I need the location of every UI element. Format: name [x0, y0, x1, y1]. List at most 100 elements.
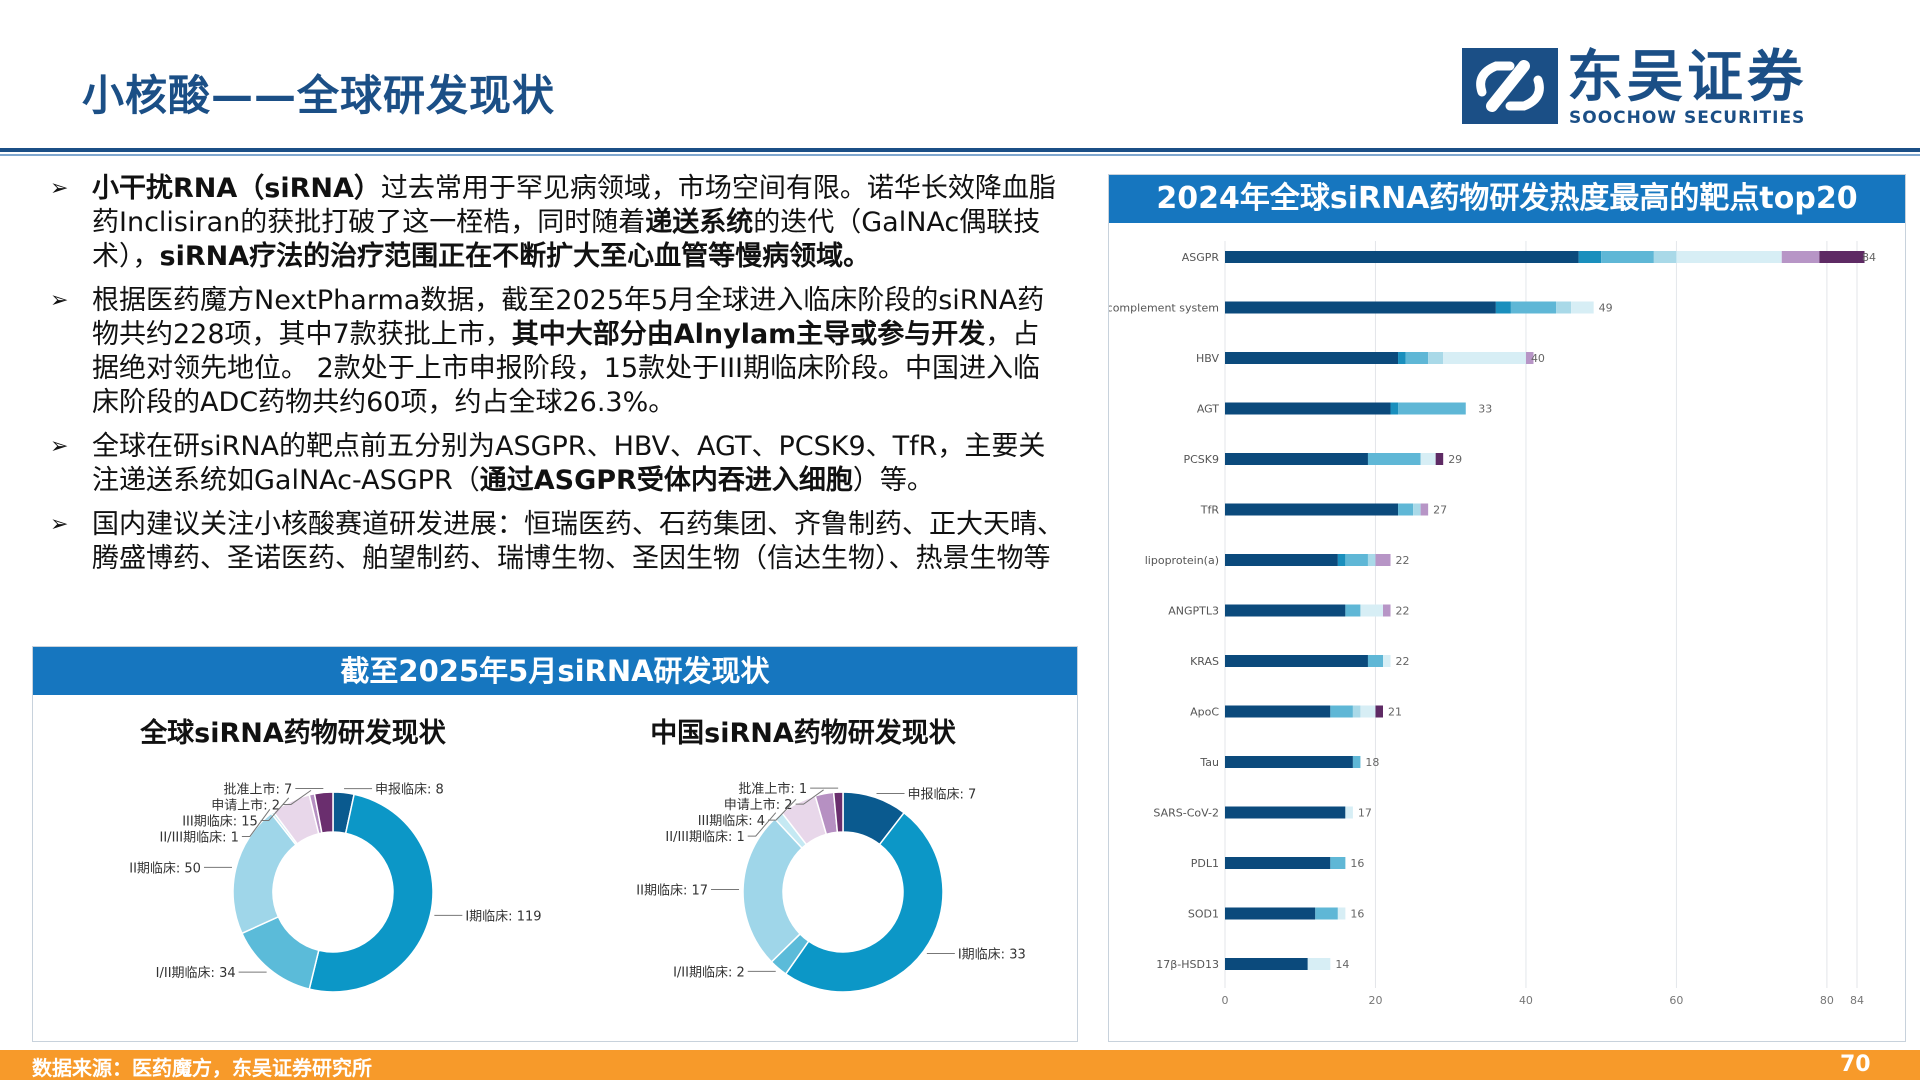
donut-slice-label: I期临床: 33: [958, 948, 1026, 963]
bar-segment: [1375, 705, 1383, 718]
donut-slice: [832, 791, 844, 834]
bar-segment: [1225, 806, 1346, 819]
page-number: 70: [1840, 1052, 1871, 1077]
bar-total-label: 40: [1531, 352, 1545, 365]
bar-total-label: 33: [1478, 403, 1492, 416]
bullet-text: 根据医药魔方NextPharma数据，截至2025年5月全球进入临床阶段的siR…: [92, 285, 1045, 350]
bar-total-label: 27: [1433, 504, 1447, 517]
bar-segment: [1398, 503, 1414, 516]
bar-segment: [1375, 554, 1391, 566]
bullet-arrow-icon: ➢: [50, 512, 69, 537]
category-label: PDL1: [1191, 857, 1219, 870]
china-donut-title: 中国siRNA药物研发现状: [650, 718, 956, 749]
bar-total-label: 16: [1350, 908, 1364, 921]
bar-segment: [1225, 352, 1399, 364]
bar-segment: [1225, 655, 1368, 667]
category-label: ApoC: [1190, 706, 1219, 719]
category-label: TfR: [1200, 504, 1220, 517]
bar-segment: [1352, 756, 1361, 768]
bar-total-label: 22: [1396, 655, 1410, 668]
x-tick-label: 84: [1850, 994, 1864, 1007]
bar-total-label: 22: [1396, 554, 1410, 567]
bar-segment: [1495, 301, 1511, 314]
category-label: PCSK9: [1183, 453, 1219, 466]
bullet-text: 的迭代（GalNAc偶联技术），: [92, 207, 1041, 272]
footer-source: 数据来源：医药魔方，东吴证券研究所: [32, 1056, 372, 1080]
bullet-text: ，占据绝对领先地位。 2款处于上市申报阶段，15款处于III期临床阶段。中国进入…: [92, 319, 1041, 418]
bar-total-label: 16: [1350, 857, 1364, 870]
bar-segment: [1413, 503, 1421, 516]
bullet-text: 国内建议关注小核酸赛道研发进展：恒瑞医药、石药集团、齐鲁制药、正大天晴、腾盛博药…: [92, 509, 1064, 574]
bar-segment: [1225, 705, 1331, 718]
bar-segment: [1398, 402, 1466, 415]
category-label: KRAS: [1190, 655, 1219, 668]
footer-bar: [0, 1050, 1920, 1080]
donut-slice-label: 申请上市: 2: [724, 797, 793, 813]
bullet-arrow-icon: ➢: [50, 176, 69, 201]
bullet-list: ➢ 小干扰RNA（siRNA）过去常用于罕见病领域，市场空间有限。诺华长效降血脂药…: [44, 172, 1064, 586]
bar-segment: [1360, 705, 1376, 718]
donut-leader-line: [283, 789, 312, 805]
bar-segment: [1443, 352, 1526, 364]
category-label: ASGPR: [1182, 251, 1220, 264]
category-label: AGT: [1197, 403, 1219, 416]
bar-segment: [1571, 301, 1594, 314]
bar-segment: [1225, 907, 1316, 920]
donut-slice-label: I/II期临床: 34: [156, 966, 236, 981]
bullet-text: 全球在研siRNA的靶点前五分别为ASGPR、HBV、AGT、PCSK9、TfR…: [92, 431, 1046, 496]
category-label: SOD1: [1188, 908, 1219, 921]
left-panel-title: 截至2025年5月siRNA研发现状: [33, 647, 1077, 695]
donut-leader-line: [768, 798, 797, 821]
logo-mark-icon: [1462, 48, 1558, 124]
donut-leader-line: [795, 789, 824, 805]
donut-leader-line: [241, 809, 271, 837]
bullet-text-bold: 递送系统: [645, 207, 754, 238]
bar-segment: [1367, 453, 1421, 465]
bar-segment: [1330, 705, 1353, 718]
bar-segment: [1345, 806, 1353, 819]
bar-segment: [1225, 453, 1368, 465]
bullet-text-bold: 其中大部分由Alnylam主导或参与开发: [511, 319, 986, 350]
donut-slice-label: III期临床: 15: [182, 814, 258, 829]
donut-slice-label: I/II期临床: 2: [673, 965, 745, 980]
bullet-arrow-icon: ➢: [50, 434, 69, 459]
bullet-text-bold: 小干扰RNA（siRNA）: [92, 173, 381, 204]
bar-segment: [1420, 453, 1436, 465]
donut-slice-label: II期临床: 17: [636, 884, 708, 899]
x-tick-label: 20: [1368, 994, 1382, 1007]
bar-segment: [1525, 352, 1534, 364]
bar-segment: [1676, 251, 1782, 263]
bullet-item: ➢ 根据医药魔方NextPharma数据，截至2025年5月全球进入临床阶段的si…: [44, 284, 1064, 420]
right-chart-panel: 2024年全球siRNA药物研发热度最高的靶点top20 0 20 40 60 80 84…: [1108, 174, 1906, 1042]
bar-segment: [1390, 402, 1399, 415]
bar-segment: [1781, 251, 1820, 263]
donut-slice: [784, 811, 944, 993]
x-tick-label: 0: [1222, 994, 1229, 1007]
bullet-arrow-icon: ➢: [50, 288, 69, 313]
bar-segment: [1345, 554, 1368, 566]
donut-leader-line: [747, 812, 777, 837]
donut-slice-label: III期临床: 4: [698, 814, 765, 829]
bar-segment: [1225, 503, 1399, 516]
bullet-text: 过去常用于罕见病领域，市场空间有限。诺华长效降血脂药Inclisiran的获批打…: [92, 173, 1056, 238]
logo-english-name: SOOCHOW SECURITIES: [1569, 108, 1806, 128]
bar-segment: [1225, 301, 1496, 314]
donut-slice-label: 申报临床: 7: [908, 788, 977, 803]
bar-segment: [1510, 301, 1557, 314]
left-chart-panel: 截至2025年5月siRNA研发现状 全球siRNA药物研发现状 中国siRNA…: [32, 646, 1078, 1042]
category-label: ANGPTL3: [1168, 605, 1219, 618]
donut-slice-label: 申报临床: 8: [375, 783, 444, 798]
bar-segment: [1337, 907, 1346, 920]
category-label: Tau: [1199, 756, 1219, 769]
x-tick-label: 40: [1519, 994, 1533, 1007]
donut-slice-label: I期临床: 119: [465, 909, 541, 924]
bullet-item: ➢ 全球在研siRNA的靶点前五分别为ASGPR、HBV、AGT、PCSK9、Tf…: [44, 430, 1064, 498]
bullet-item: ➢ 国内建议关注小核酸赛道研发进展：恒瑞医药、石药集团、齐鲁制药、正大天晴、腾盛博…: [44, 508, 1064, 576]
bullet-item: ➢ 小干扰RNA（siRNA）过去常用于罕见病领域，市场空间有限。诺华长效降血脂药…: [44, 172, 1064, 274]
bar-segment: [1819, 251, 1865, 263]
bar-total-label: 21: [1388, 706, 1402, 719]
bar-segment: [1360, 604, 1383, 617]
bar-segment: [1307, 958, 1331, 970]
global-donut-title: 全球siRNA药物研发现状: [140, 718, 446, 749]
bar-segment: [1225, 756, 1353, 768]
